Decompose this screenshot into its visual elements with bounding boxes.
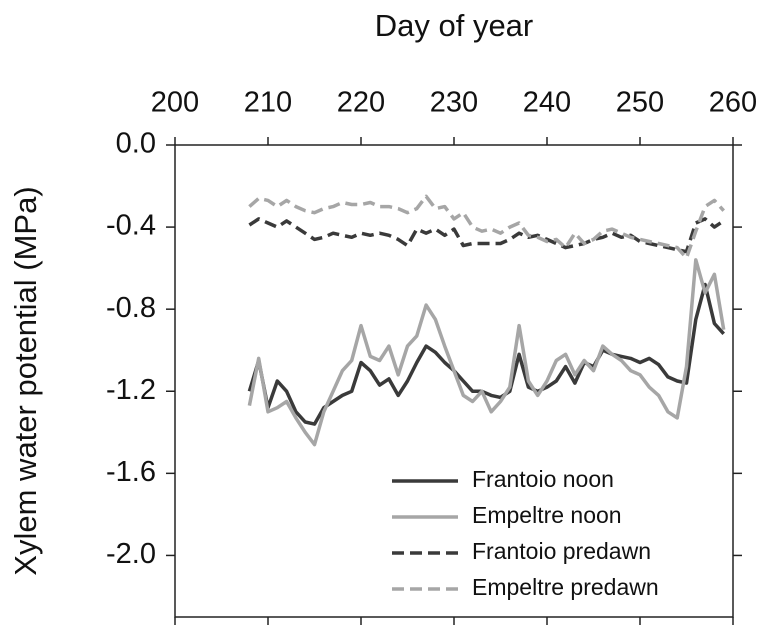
y-tick-label: -1.6 — [106, 456, 156, 488]
y-tick-label: -0.4 — [106, 210, 156, 242]
x-tick-label: 210 — [244, 87, 292, 119]
y-tick-label: -1.2 — [106, 374, 156, 406]
series-line — [247, 258, 726, 447]
series-line — [248, 194, 725, 260]
x-tick-label: 200 — [151, 87, 199, 119]
x-tick-label: 250 — [616, 87, 664, 119]
y-axis-title: Xylem water potential (MPa) — [8, 186, 43, 575]
x-tick-label: 220 — [337, 87, 385, 119]
x-tick-label: 240 — [523, 87, 571, 119]
legend-label: Frantoio predawn — [472, 538, 651, 564]
legend-label: Empeltre predawn — [472, 574, 659, 600]
y-tick-label: 0.0 — [116, 128, 156, 160]
y-tick-label: -2.0 — [106, 538, 156, 570]
legend-label: Empeltre noon — [472, 502, 622, 528]
series-line — [248, 217, 725, 254]
legend-label: Frantoio noon — [472, 466, 614, 492]
y-tick-label: -0.8 — [106, 292, 156, 324]
x-tick-label: 260 — [709, 87, 757, 119]
x-tick-label: 230 — [430, 87, 478, 119]
x-axis-title: Day of year — [375, 8, 534, 43]
